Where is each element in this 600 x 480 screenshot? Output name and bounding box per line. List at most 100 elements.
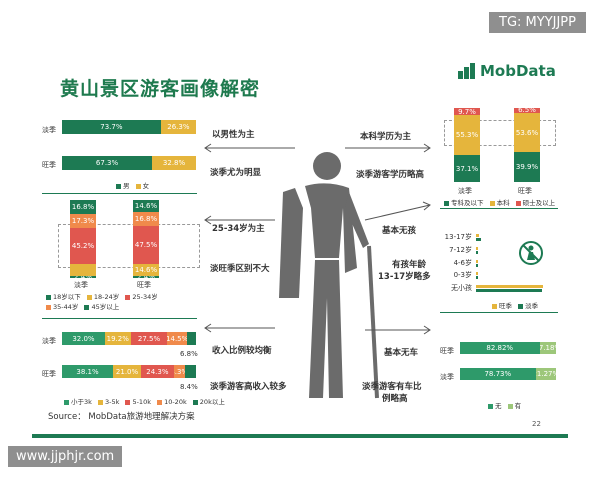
gender-bar-1: 67.3% 32.8% bbox=[62, 156, 196, 170]
income-segment-0-2: 27.5% bbox=[130, 332, 168, 345]
kids-labels: 13-17岁 7-12岁 4-6岁 0-3岁无小孩 bbox=[432, 232, 474, 296]
age-bar-1: 2.4%14.6%47.5%16.8%14.6% bbox=[133, 200, 159, 278]
income-bar-0: 32.0%19.2%27.5%14.5% bbox=[62, 332, 196, 345]
car-segment-1-1: 21.27% bbox=[535, 368, 556, 380]
hiker-icon bbox=[279, 152, 379, 399]
car-segment-0-1: 17.18% bbox=[539, 342, 556, 354]
arrows bbox=[204, 143, 431, 335]
logo: MobData bbox=[458, 62, 556, 80]
age-note-main: 25-34岁为主 bbox=[212, 224, 265, 234]
income-label-extra-1: 8.4% bbox=[180, 383, 198, 391]
footer-bar bbox=[32, 434, 568, 438]
edu-cat-1: 旺季 bbox=[518, 187, 532, 195]
education-segment-1-1: 53.6% bbox=[514, 112, 540, 153]
edu-note-main: 本科学历为主 bbox=[360, 132, 412, 142]
page-title: 黄山景区游客画像解密 bbox=[60, 78, 261, 100]
income-segment-0-1: 19.2% bbox=[104, 332, 131, 345]
income-cat-1: 旺季 bbox=[42, 370, 56, 378]
kids-bar-2-1 bbox=[476, 263, 478, 267]
age-segment-0-3: 17.3% bbox=[70, 213, 96, 228]
kids-bar-1-0 bbox=[476, 246, 479, 250]
income-segment-1-4 bbox=[184, 365, 196, 378]
income-note-sub: 淡季游客高收入较多 bbox=[210, 382, 287, 392]
gender-segment-1-1: 32.8% bbox=[152, 156, 196, 170]
age-segment-0-0: 2.4% bbox=[70, 276, 96, 278]
page-number: 22 bbox=[532, 420, 541, 428]
income-segment-0-4 bbox=[186, 332, 196, 345]
kids-bar-0-1 bbox=[476, 238, 481, 241]
car-segment-0-0: 82.82% bbox=[460, 342, 540, 354]
income-note-main: 收入比例较均衡 bbox=[212, 346, 272, 356]
kids-bar-2-0 bbox=[476, 259, 478, 263]
income-segment-1-0: 38.1% bbox=[62, 365, 113, 378]
gender-segment-0-0: 73.7% bbox=[62, 120, 161, 134]
car-note-main: 基本无车 bbox=[384, 348, 419, 358]
gender-segment-1-0: 67.3% bbox=[62, 156, 153, 170]
car-bar-0: 82.82%17.18% bbox=[460, 342, 556, 354]
edu-cat-0: 淡季 bbox=[458, 187, 472, 195]
edu-highlight-box bbox=[444, 120, 556, 146]
income-bar-1: 38.1%21.0%24.3%8.3% bbox=[62, 365, 196, 378]
kids-cat-1: 7-12岁 bbox=[449, 245, 472, 254]
income-segment-1-1: 21.0% bbox=[113, 365, 142, 378]
car-segment-1-0: 78.73% bbox=[460, 368, 536, 380]
age-segment-1-0: 2.4% bbox=[133, 276, 159, 278]
education-segment-1-0: 39.9% bbox=[514, 152, 540, 182]
age-segment-0-2: 45.2% bbox=[70, 227, 96, 265]
education-segment-1-2: 6.5% bbox=[514, 108, 540, 113]
income-legend: 小于3k 3-5k 5-10k 10-20k 20k以上 bbox=[60, 396, 225, 406]
car-legend: 无 有 bbox=[484, 400, 521, 410]
kids-chart bbox=[476, 232, 543, 296]
age-cat-0: 淡季 bbox=[74, 281, 88, 289]
education-segment-0-0: 37.1% bbox=[454, 155, 480, 182]
kids-note-sub2: 13-17岁略多 bbox=[378, 272, 431, 282]
gender-note-sub: 淡季尤为明显 bbox=[210, 168, 262, 178]
source-note: Source： MobData旅游地理解决方案 bbox=[48, 412, 195, 422]
car-cat-1: 淡季 bbox=[440, 373, 454, 381]
kids-bar-4-0 bbox=[476, 285, 543, 289]
age-segment-1-4: 14.6% bbox=[133, 200, 159, 212]
gender-legend: 男 女 bbox=[112, 180, 149, 190]
watermark-top: TG: MYYJJPP bbox=[489, 12, 586, 33]
kids-cat-3: 0-3岁 bbox=[453, 271, 472, 280]
logo-icon bbox=[458, 63, 476, 79]
age-segment-1-1: 14.6% bbox=[133, 264, 159, 277]
car-note-sub1: 淡季游客有车比 bbox=[362, 382, 422, 392]
edu-bar-1: 39.9% 53.6% 6.5% bbox=[514, 108, 540, 182]
edu-legend: 专科及以下 本科 硕士及以上 bbox=[440, 197, 555, 207]
kids-bar-3-0 bbox=[476, 272, 478, 276]
edu-note-sub: 淡季游客学历略高 bbox=[356, 170, 425, 180]
watermark-bottom: www.jjphjr.com bbox=[8, 446, 123, 467]
gender-segment-0-1: 26.3% bbox=[160, 120, 196, 134]
car-cat-0: 旺季 bbox=[440, 347, 454, 355]
logo-text: MobData bbox=[480, 62, 556, 80]
gender-cat-0: 淡季 bbox=[42, 126, 56, 134]
age-segment-1-3: 16.8% bbox=[133, 211, 159, 226]
age-legend: 18岁以下 18-24岁 25-34岁 35-44岁 45岁以上 bbox=[42, 292, 158, 312]
kids-note-sub1: 有孩年龄 bbox=[392, 260, 427, 270]
kids-bar-0-0 bbox=[476, 234, 480, 237]
kids-cat-4: 无小孩 bbox=[451, 284, 472, 293]
kids-legend: 旺季 淡季 bbox=[488, 300, 538, 310]
kids-cat-0: 13-17岁 bbox=[444, 233, 472, 241]
income-segment-0-0: 32.0% bbox=[62, 332, 105, 345]
kids-bar-1-1 bbox=[476, 250, 479, 254]
gender-note-main: 以男性为主 bbox=[212, 130, 255, 140]
age-note-sub: 淡旺季区别不大 bbox=[210, 264, 270, 274]
car-bar-1: 78.73%21.27% bbox=[460, 368, 556, 380]
income-label-extra-0: 6.8% bbox=[180, 350, 198, 358]
kids-bar-3-1 bbox=[476, 276, 478, 280]
education-segment-0-2: 9.7% bbox=[454, 108, 480, 116]
education-segment-0-1: 55.3% bbox=[454, 115, 480, 156]
age-segment-1-2: 47.5% bbox=[133, 225, 159, 265]
age-bar-0: 2.4% 45.2%17.3%16.8% bbox=[70, 200, 96, 278]
gender-cat-1: 旺季 bbox=[42, 161, 56, 169]
income-segment-0-3: 14.5% bbox=[167, 332, 187, 345]
income-segment-1-2: 24.3% bbox=[141, 365, 174, 378]
age-segment-0-1 bbox=[70, 264, 96, 277]
kids-note-main: 基本无孩 bbox=[382, 226, 417, 236]
age-segment-0-4: 16.8% bbox=[70, 200, 96, 214]
no-children-icon bbox=[519, 241, 543, 265]
kids-cat-2: 4-6岁 bbox=[453, 258, 472, 267]
age-highlight-box bbox=[58, 224, 200, 268]
